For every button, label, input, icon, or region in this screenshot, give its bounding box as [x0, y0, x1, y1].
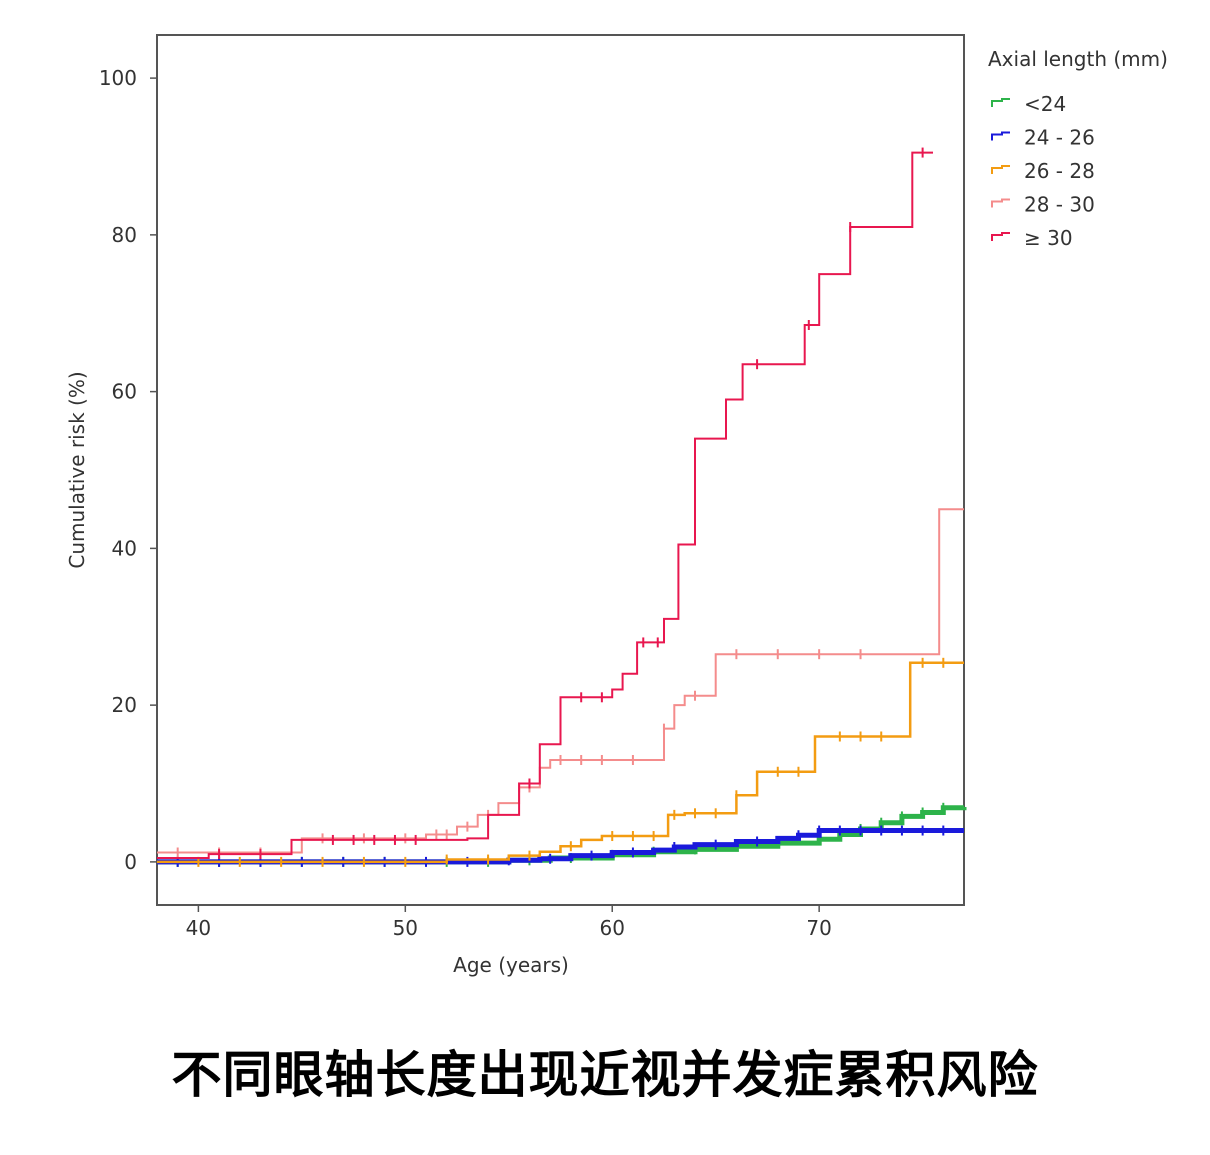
- legend-key: [991, 165, 1010, 174]
- plot-frame: [156, 34, 965, 906]
- legend-key: [991, 198, 1010, 208]
- legend-key: [991, 131, 1010, 141]
- x-axis-title: Age (years): [453, 953, 569, 977]
- y-tick-label: 80: [112, 223, 137, 247]
- y-tick-label: 60: [112, 380, 137, 404]
- legend: Axial length (mm) <24 24 - 26 26 - 28 28 - …: [988, 47, 1168, 250]
- series-line: [157, 151, 933, 859]
- x-tick-label: 50: [393, 916, 418, 940]
- legend-key: [991, 98, 1010, 107]
- y-axis-title: Cumulative risk (%): [65, 371, 89, 568]
- x-tick-label: 70: [806, 916, 831, 940]
- y-tick-label: 100: [99, 66, 137, 90]
- legend-label: 24 - 26: [1024, 126, 1095, 150]
- series-layer: [157, 147, 967, 867]
- legend-title: Axial length (mm): [988, 47, 1168, 71]
- y-tick-label: 0: [124, 850, 137, 874]
- y-tick-label: 20: [112, 693, 137, 717]
- axis-ticks: 40 50 60 70 0 20 40 60 80 100: [99, 66, 832, 940]
- legend-label: ≥ 30: [1024, 226, 1073, 250]
- series-5: [157, 147, 933, 860]
- legend-label: 28 - 30: [1024, 193, 1095, 217]
- y-tick-label: 40: [112, 536, 137, 560]
- legend-label: <24: [1024, 92, 1066, 116]
- series-line: [157, 661, 964, 864]
- x-tick-label: 60: [600, 916, 625, 940]
- x-tick-label: 40: [186, 916, 211, 940]
- series-3: [157, 657, 964, 867]
- legend-label: 26 - 28: [1024, 159, 1095, 183]
- legend-key: [991, 232, 1010, 241]
- figure-caption: 不同眼轴长度出现近视并发症累积风险: [171, 1046, 1039, 1104]
